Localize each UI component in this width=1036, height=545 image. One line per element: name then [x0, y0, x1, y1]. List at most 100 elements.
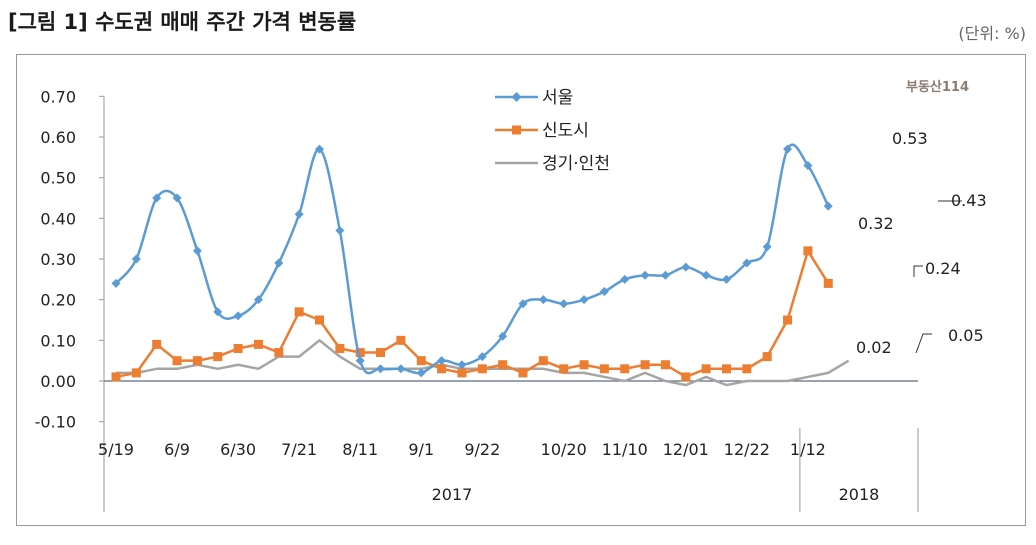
series-layer	[111, 143, 850, 387]
y-tick-label: 0.50	[40, 169, 76, 188]
data-point-newtown	[722, 364, 731, 374]
legend-marker-seoul	[511, 92, 522, 102]
data-point-seoul	[681, 262, 691, 272]
legend-label-newtown: 신도시	[542, 121, 589, 141]
x-tick-label: 8/11	[342, 440, 378, 459]
data-point-seoul	[233, 311, 243, 321]
data-point-seoul	[192, 246, 202, 256]
data-point-seoul	[742, 258, 752, 268]
data-point-seoul	[722, 274, 731, 284]
data-point-newtown	[783, 315, 793, 325]
annotation-seoul-053: 0.53	[892, 129, 928, 148]
data-point-newtown	[111, 372, 121, 382]
y-tick-label: 0.20	[40, 291, 76, 310]
x-tick-label: 9/22	[464, 440, 500, 459]
annotation-newtown-024: 0.24	[925, 259, 961, 278]
data-point-newtown	[823, 278, 833, 288]
data-point-newtown	[477, 364, 487, 374]
data-point-newtown	[579, 360, 589, 370]
data-point-seoul	[315, 144, 324, 154]
data-point-newtown	[192, 356, 202, 366]
data-point-seoul	[660, 270, 670, 280]
y-tick-label: 0.40	[40, 209, 76, 228]
data-point-newtown	[396, 335, 406, 345]
x-tick-label: 5/19	[98, 440, 134, 459]
data-point-newtown	[559, 364, 569, 374]
data-point-newtown	[701, 364, 711, 374]
data-point-newtown	[233, 343, 243, 353]
data-point-newtown	[762, 352, 772, 362]
data-point-seoul	[477, 352, 487, 362]
data-point-newtown	[274, 348, 284, 358]
data-point-newtown	[172, 356, 182, 366]
data-point-newtown	[294, 307, 304, 317]
series-line-0	[115, 143, 830, 375]
logo: 부동산114	[906, 79, 969, 95]
data-point-seoul	[253, 295, 263, 305]
series-line-2	[116, 339, 850, 387]
data-point-seoul	[172, 193, 182, 203]
annotation-newtown-032: 0.32	[858, 214, 894, 233]
data-point-seoul	[640, 270, 650, 280]
data-point-newtown	[640, 360, 650, 370]
unit-label: (단위: %)	[958, 24, 1026, 43]
data-point-newtown	[681, 372, 691, 382]
axes: 0.70 0.60 0.50 0.40 0.30 0.20 0.10 0.00 -0.10 5/1…	[35, 87, 919, 512]
data-point-newtown	[620, 364, 630, 374]
legend-marker-newtown	[512, 125, 521, 135]
annotations: 0.53 0.43 0.32 0.24 0.02 0.05	[856, 129, 987, 357]
annotation-seoul-043: 0.43	[951, 191, 987, 210]
data-point-seoul	[518, 299, 528, 309]
data-point-newtown	[457, 368, 467, 378]
data-point-seoul	[355, 356, 365, 366]
data-point-seoul	[396, 364, 406, 374]
data-point-seoul	[783, 144, 793, 154]
data-point-newtown	[355, 348, 365, 358]
x-tick-label: 10/20	[541, 440, 587, 459]
data-point-seoul	[376, 364, 386, 374]
data-point-seoul	[620, 274, 630, 284]
data-point-seoul	[599, 287, 609, 297]
data-point-newtown	[518, 368, 528, 378]
data-point-seoul	[335, 226, 345, 236]
data-point-newtown	[131, 368, 141, 378]
data-point-seoul	[416, 368, 426, 378]
data-point-newtown	[376, 348, 386, 358]
data-point-seoul	[701, 270, 711, 280]
data-point-newtown	[437, 364, 447, 374]
leader-newtown-024	[913, 265, 923, 277]
data-point-seoul	[538, 295, 548, 305]
data-point-newtown	[498, 360, 508, 370]
x-tick-label: 9/1	[408, 440, 434, 459]
data-point-newtown	[599, 364, 609, 374]
x-tick-label: 6/30	[220, 440, 256, 459]
data-point-newtown	[213, 352, 223, 362]
data-point-seoul	[131, 254, 141, 264]
chart-title: [그림 1] 수도권 매매 주간 가격 변동률	[8, 10, 357, 34]
data-point-seoul	[579, 295, 589, 305]
data-point-seoul	[498, 331, 508, 341]
data-point-seoul	[274, 258, 284, 268]
data-point-newtown	[152, 339, 162, 349]
data-point-newtown	[803, 246, 813, 256]
data-point-seoul	[213, 307, 223, 317]
data-point-seoul	[152, 193, 162, 203]
y-tick-label: 0.00	[40, 372, 76, 391]
data-point-newtown	[416, 356, 426, 366]
x-tick-label: 11/10	[602, 440, 648, 459]
year-label: 2018	[839, 485, 880, 504]
data-point-newtown	[660, 360, 670, 370]
data-point-seoul	[294, 209, 304, 219]
y-tick-label: 0.60	[40, 128, 76, 147]
legend: 서울 신도시 경기·인천	[495, 88, 610, 174]
x-tick-label: 12/22	[724, 440, 770, 459]
y-tick-label: 0.30	[40, 250, 76, 269]
y-tick-label: 0.10	[40, 331, 76, 350]
leader-gyeonggi-005	[915, 333, 932, 354]
data-point-newtown	[315, 315, 324, 325]
year-label: 2017	[432, 485, 473, 504]
data-point-newtown	[253, 339, 263, 349]
y-tick-label: 0.70	[40, 87, 76, 106]
legend-label-gyeonggi: 경기·인천	[542, 154, 610, 174]
